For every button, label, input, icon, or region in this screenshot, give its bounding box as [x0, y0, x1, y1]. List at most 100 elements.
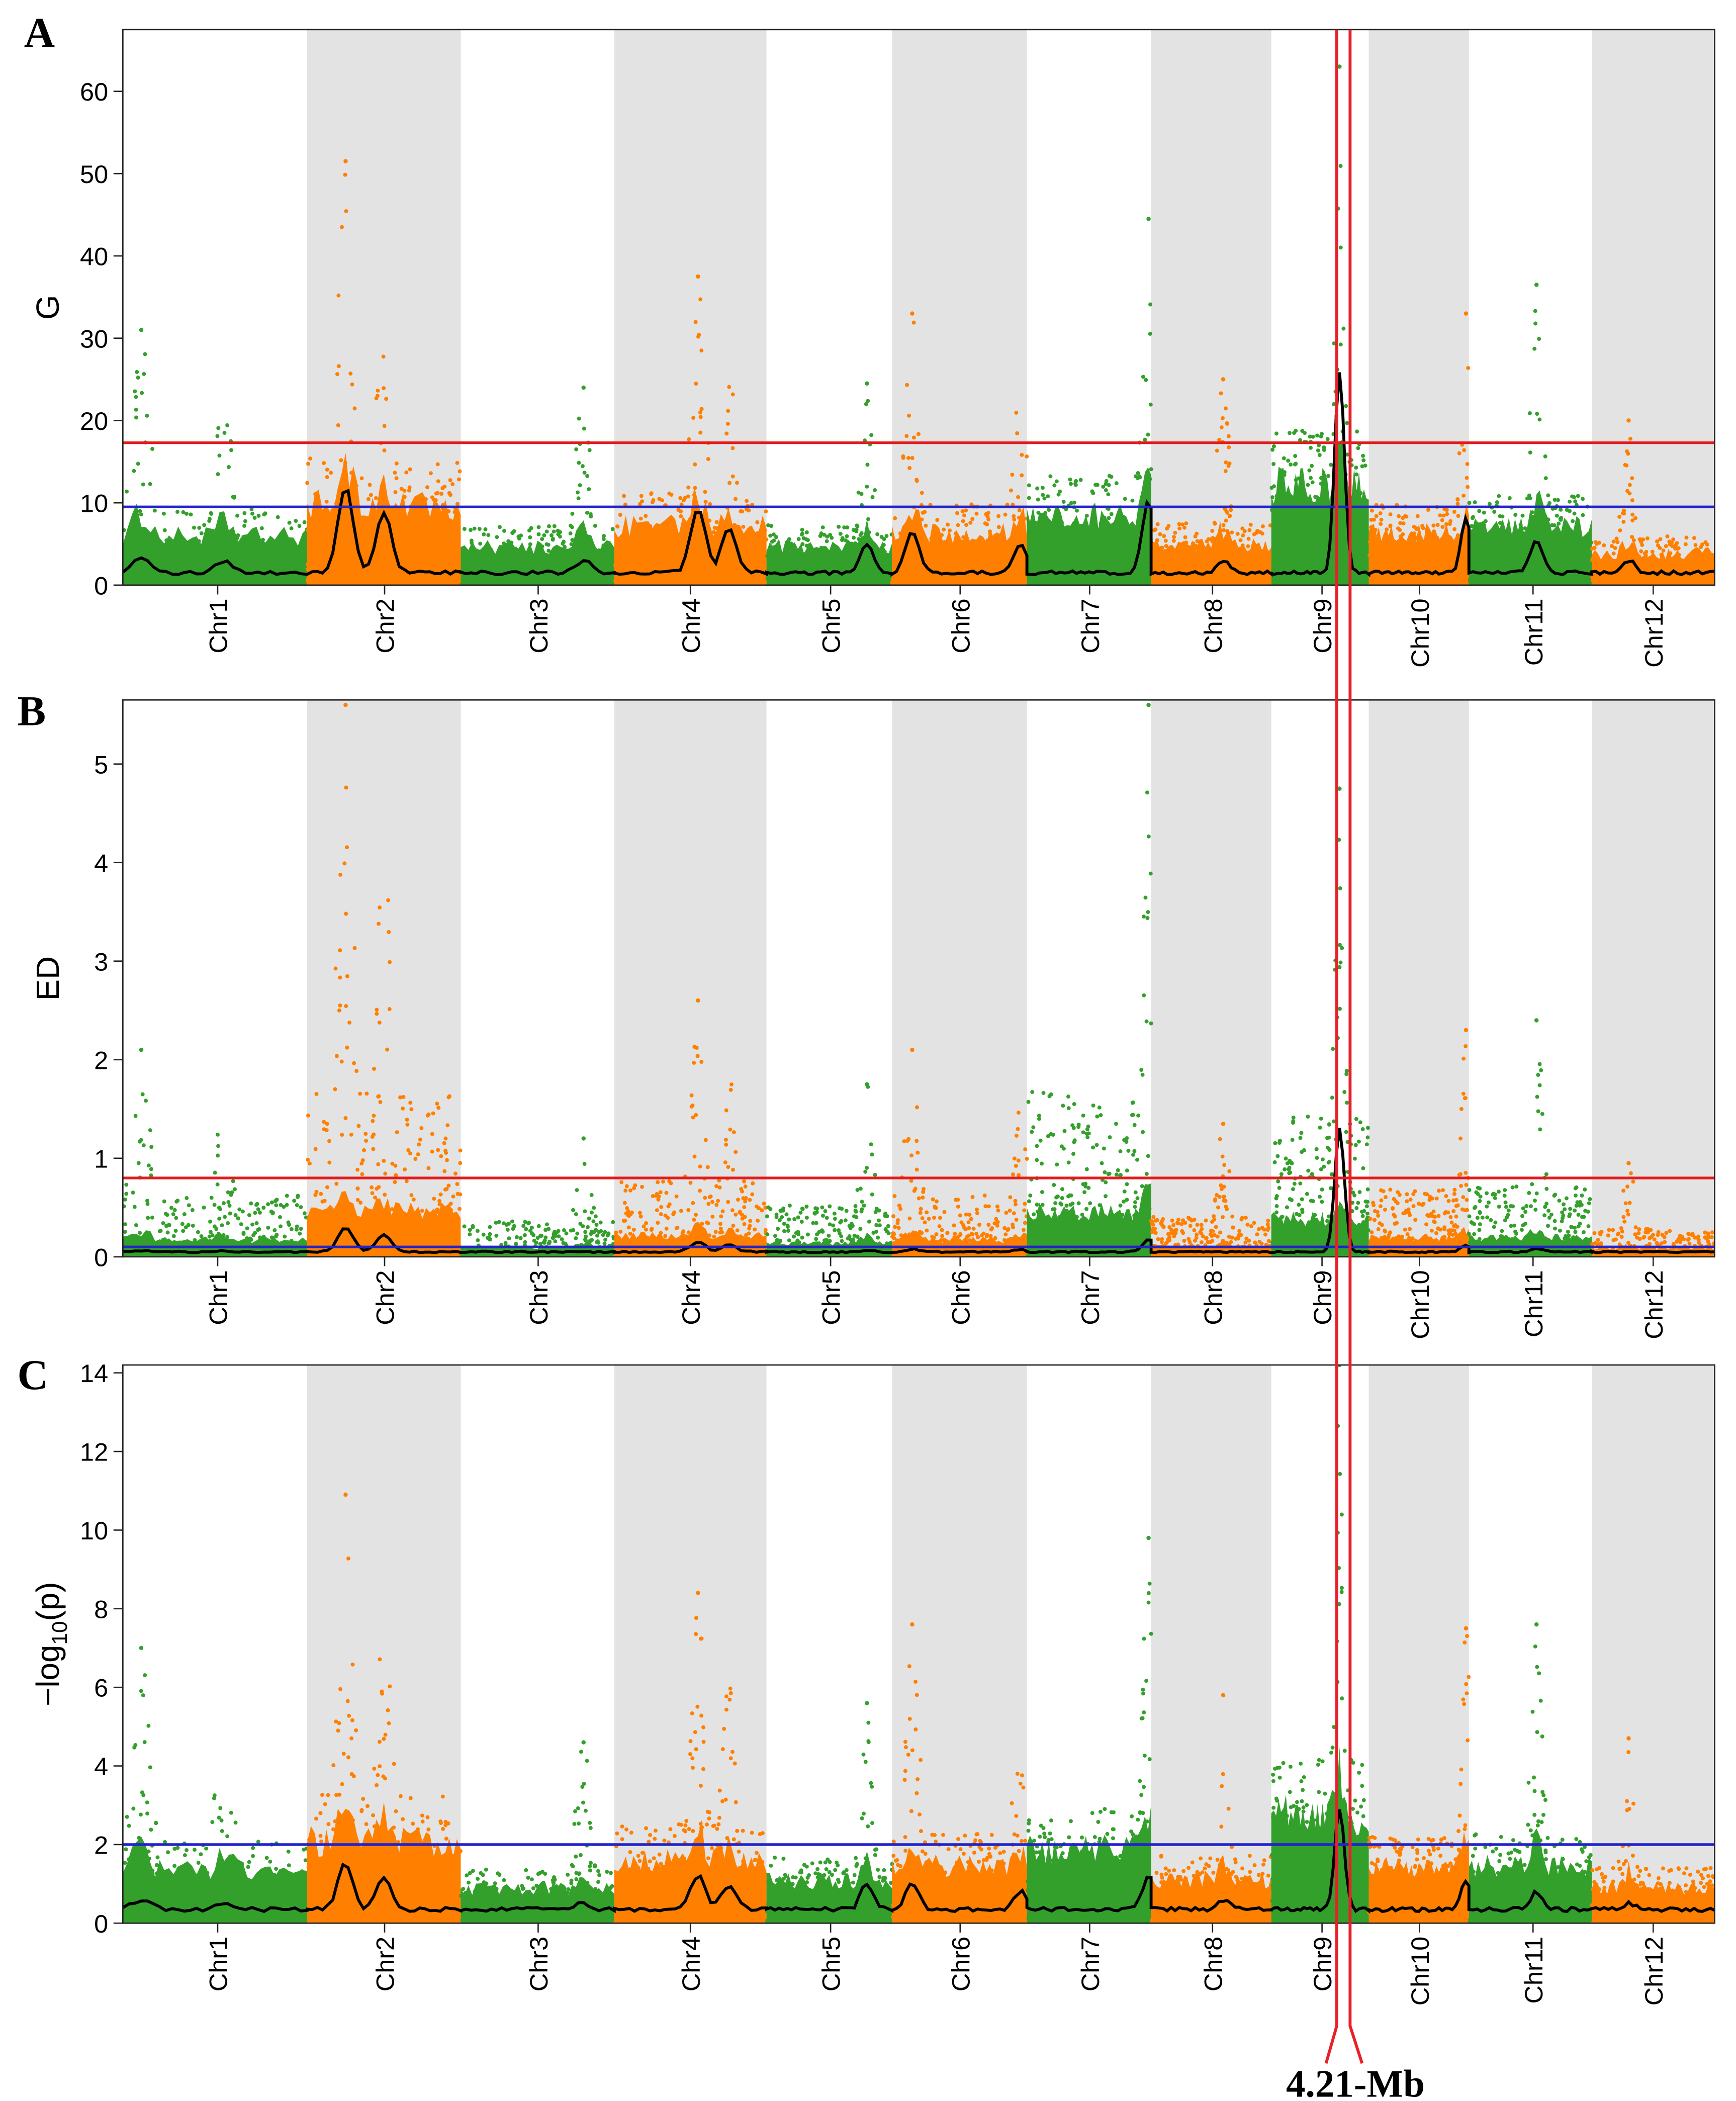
snp-point — [138, 509, 142, 513]
snp-point — [355, 562, 359, 567]
snp-point — [702, 550, 707, 554]
snp-point — [1010, 1251, 1015, 1255]
snp-point — [356, 523, 361, 527]
snp-point — [717, 578, 721, 582]
snp-point — [918, 1230, 922, 1234]
snp-point — [330, 531, 335, 536]
snp-point — [210, 537, 215, 542]
snp-point — [1359, 564, 1364, 568]
snp-point — [1403, 514, 1408, 518]
snp-point — [304, 1215, 308, 1220]
snp-point — [1512, 547, 1517, 552]
snp-point — [348, 372, 353, 376]
snp-point — [1690, 558, 1695, 562]
snp-point — [324, 580, 328, 584]
snp-point — [1102, 557, 1107, 561]
snp-point — [821, 1214, 825, 1218]
snp-point — [372, 1066, 376, 1071]
snp-point — [1692, 536, 1696, 540]
snp-point — [828, 1222, 832, 1227]
snp-point — [977, 578, 982, 582]
snp-point — [488, 575, 492, 580]
snp-point — [1482, 523, 1486, 527]
snp-point — [948, 549, 952, 553]
snp-point — [1014, 410, 1019, 415]
snp-point — [1224, 567, 1229, 572]
snp-point — [358, 1201, 363, 1205]
snp-point — [246, 551, 250, 555]
snp-point — [1303, 431, 1307, 435]
snp-point — [820, 552, 825, 556]
snp-point — [1142, 1223, 1147, 1227]
snp-point — [1613, 546, 1617, 550]
snp-point — [577, 461, 581, 465]
snp-point — [1438, 544, 1442, 549]
snp-point — [1210, 576, 1214, 580]
snp-point — [1397, 514, 1401, 518]
snp-point — [956, 579, 960, 584]
snp-point — [436, 1148, 440, 1152]
snp-point — [1240, 543, 1245, 547]
snp-point — [1379, 522, 1383, 526]
snp-point — [1562, 555, 1566, 560]
snp-point — [1003, 543, 1008, 547]
y-tick-label: 50 — [80, 160, 108, 189]
snp-point — [494, 1220, 498, 1225]
snp-point — [1107, 552, 1112, 557]
snp-point — [292, 1199, 297, 1203]
snp-point — [1042, 496, 1047, 501]
snp-point — [1628, 436, 1632, 441]
snp-point — [840, 561, 844, 565]
snp-point — [1401, 557, 1405, 562]
snp-point — [1455, 497, 1460, 502]
snp-point — [1300, 558, 1304, 562]
snp-point — [142, 581, 147, 585]
snp-point — [1143, 895, 1148, 900]
snp-point — [1082, 531, 1086, 535]
snp-point — [251, 1233, 256, 1237]
snp-point — [910, 1234, 915, 1239]
snp-point — [644, 574, 648, 579]
snp-point — [1668, 542, 1672, 546]
snp-point — [805, 1232, 810, 1237]
snp-point — [123, 1230, 127, 1234]
snp-point — [1011, 1172, 1015, 1176]
chromosome-label: Chr10 — [1406, 598, 1434, 667]
snp-point — [1378, 557, 1383, 562]
snp-point — [1096, 572, 1101, 577]
snp-point — [847, 1234, 852, 1238]
snp-point — [1470, 582, 1475, 585]
snp-point — [969, 502, 974, 507]
snp-point — [1630, 476, 1634, 481]
snp-point — [505, 577, 510, 582]
snp-point — [1184, 540, 1189, 545]
snp-point — [763, 528, 767, 532]
snp-point — [1016, 1111, 1021, 1115]
snp-point — [1011, 564, 1016, 569]
snp-point — [650, 500, 655, 504]
snp-point — [1038, 1138, 1043, 1143]
snp-point — [981, 580, 986, 584]
snp-point — [295, 1203, 299, 1208]
snp-point — [696, 998, 700, 1003]
snp-point — [1543, 476, 1548, 481]
snp-point — [1157, 555, 1162, 560]
snp-point — [631, 1227, 636, 1232]
snp-point — [1292, 582, 1296, 585]
snp-point — [1013, 1242, 1017, 1246]
snp-point — [1491, 542, 1495, 546]
snp-point — [570, 560, 575, 565]
snp-point — [471, 1225, 475, 1229]
snp-point — [1307, 468, 1312, 473]
snp-point — [975, 1211, 979, 1216]
snp-point — [964, 576, 968, 581]
snp-point — [1338, 164, 1343, 168]
snp-point — [1645, 536, 1650, 540]
snp-point — [958, 1233, 963, 1237]
snp-point — [306, 580, 310, 584]
snp-point — [1151, 582, 1155, 585]
snp-point — [1010, 473, 1015, 477]
snp-point — [1505, 546, 1509, 550]
snp-point — [1573, 562, 1578, 566]
snp-point — [1638, 557, 1643, 561]
